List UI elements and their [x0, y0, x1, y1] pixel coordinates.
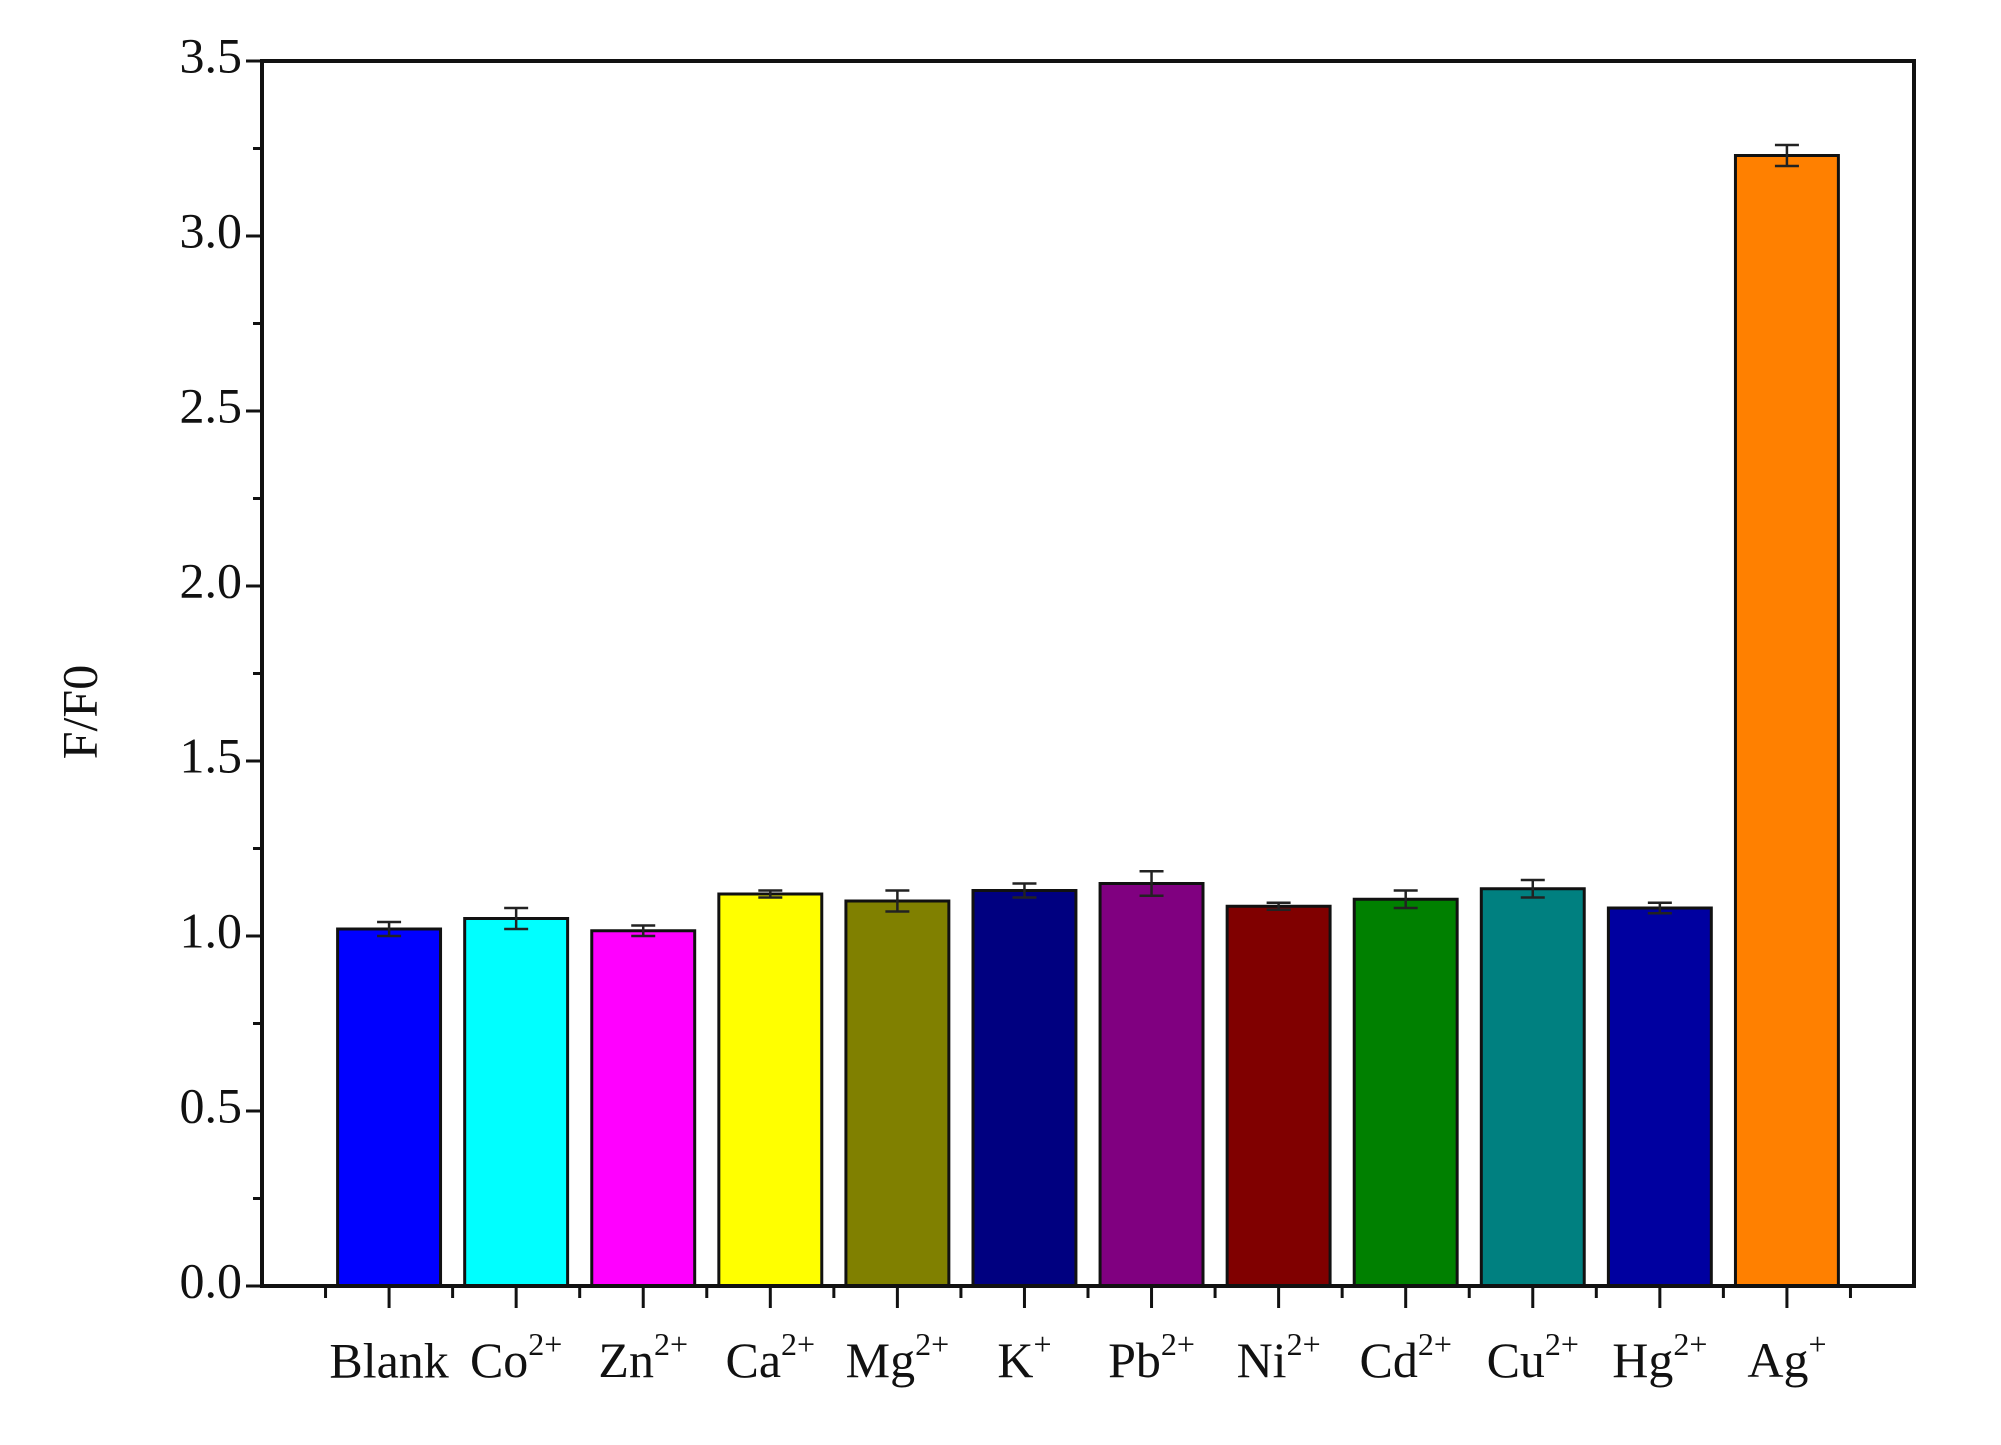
y-tick-label: 1.0: [180, 902, 243, 958]
bar: [971, 889, 1078, 1288]
x-tick-label: Zn2+: [598, 1326, 688, 1388]
x-tick-label: Cd2+: [1359, 1326, 1451, 1388]
error-bar: [377, 920, 402, 938]
error-bar: [1139, 870, 1164, 897]
bar: [1352, 897, 1459, 1288]
bar: [844, 899, 951, 1288]
error-bar: [758, 889, 783, 899]
x-tick-label: Ag+: [1747, 1326, 1826, 1388]
bar: [1606, 906, 1713, 1288]
plot-frame: [260, 59, 1916, 1288]
y-tick-label: 0.0: [180, 1252, 243, 1308]
x-tick-label: Pb2+: [1108, 1326, 1195, 1388]
x-tick-label: Ca2+: [726, 1326, 816, 1388]
bar: [1098, 882, 1205, 1288]
error-bar: [631, 924, 656, 938]
x-tick-label: K+: [997, 1326, 1051, 1388]
error-bar: [1012, 882, 1037, 899]
y-axis-label: F/F0: [51, 665, 107, 760]
y-tick-label: 3.0: [180, 202, 243, 258]
error-bar: [504, 906, 529, 931]
y-tick-label: 0.5: [180, 1077, 243, 1133]
x-tick-label: Ni2+: [1237, 1326, 1321, 1388]
error-bar: [1266, 901, 1291, 911]
x-tick-label: Mg2+: [846, 1326, 950, 1388]
y-tick-label: 2.0: [180, 552, 243, 608]
bar: [336, 927, 443, 1288]
x-tick-label: Blank: [329, 1332, 448, 1388]
y-tick-label: 1.5: [180, 727, 243, 783]
error-bar: [1393, 889, 1418, 910]
bar: [1225, 904, 1332, 1288]
x-tick-label: Hg2+: [1612, 1326, 1707, 1388]
error-bar: [885, 889, 910, 913]
x-tick-label: Cu2+: [1487, 1326, 1579, 1388]
bar: [1479, 887, 1586, 1288]
x-tick-label: Co2+: [470, 1326, 562, 1388]
y-tick-label: 2.5: [180, 377, 243, 433]
error-bar: [1520, 878, 1545, 899]
bar: [590, 929, 697, 1288]
y-tick-label: 3.5: [180, 27, 243, 83]
bar: [463, 917, 570, 1288]
error-bar: [1774, 143, 1799, 168]
error-bar: [1647, 901, 1672, 915]
bar: [1733, 154, 1840, 1288]
bar: [717, 892, 824, 1288]
